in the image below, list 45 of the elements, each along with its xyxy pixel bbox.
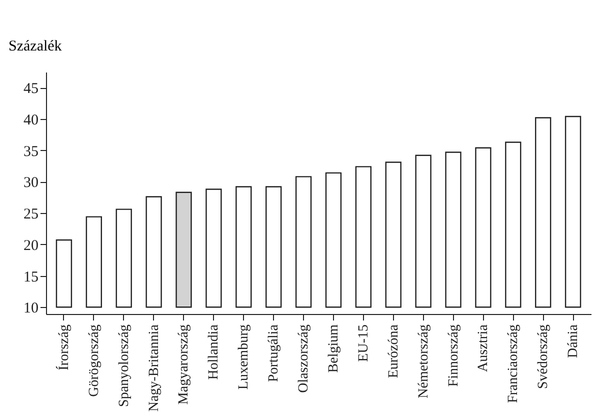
y-tick-label: 25: [24, 206, 38, 223]
x-tick-label: Dánia: [566, 324, 582, 358]
x-tick-label: Nagy-Britannia: [146, 324, 162, 412]
x-tick-label: Magyarország: [176, 324, 192, 405]
bar: [206, 188, 222, 308]
bar: [295, 176, 312, 308]
x-tick-label: Franciaország: [506, 324, 522, 404]
bar: [535, 117, 552, 308]
bar: [86, 216, 102, 308]
y-axis-title: Százalék: [8, 38, 62, 54]
x-tick-label: Eurózóna: [386, 324, 402, 378]
bar: [385, 162, 402, 308]
y-tick-label: 15: [24, 269, 38, 286]
bar: [445, 152, 462, 308]
bar: [236, 186, 252, 308]
x-tick-label: Ausztria: [476, 324, 492, 372]
bar: [475, 147, 492, 308]
x-tick-label: Spanyolország: [116, 324, 132, 407]
x-tick-label: EU-15: [356, 324, 372, 362]
y-tick-label: 35: [24, 144, 38, 160]
y-tick-label: 45: [24, 81, 38, 98]
bar: [176, 192, 192, 308]
y-tick-label: 30: [24, 175, 38, 192]
bar: [325, 172, 342, 308]
x-tick-label: Németország: [416, 324, 432, 398]
bar: [116, 208, 132, 308]
bar: [146, 196, 162, 308]
x-tick-label: Finnország: [446, 324, 462, 387]
bar: [415, 154, 432, 308]
x-tick-label: Írország: [54, 324, 72, 370]
y-tick-label: 10: [24, 300, 38, 317]
y-tick-label: 20: [24, 238, 38, 254]
bar: [56, 239, 72, 308]
x-tick-label: Görögország: [86, 324, 102, 397]
bar: [355, 166, 372, 308]
bar: [265, 186, 282, 308]
x-tick-label: Hollandia: [206, 324, 222, 380]
x-tick-label: Portugália: [266, 324, 282, 382]
x-tick-label: Belgium: [326, 324, 342, 373]
x-tick-label: Luxemburg: [236, 324, 252, 390]
x-tick-label: Olaszország: [296, 324, 312, 393]
bar: [505, 142, 522, 308]
x-tick-label: Svédország: [536, 324, 552, 390]
y-tick-label: 40: [24, 112, 38, 129]
bar: [564, 116, 582, 308]
